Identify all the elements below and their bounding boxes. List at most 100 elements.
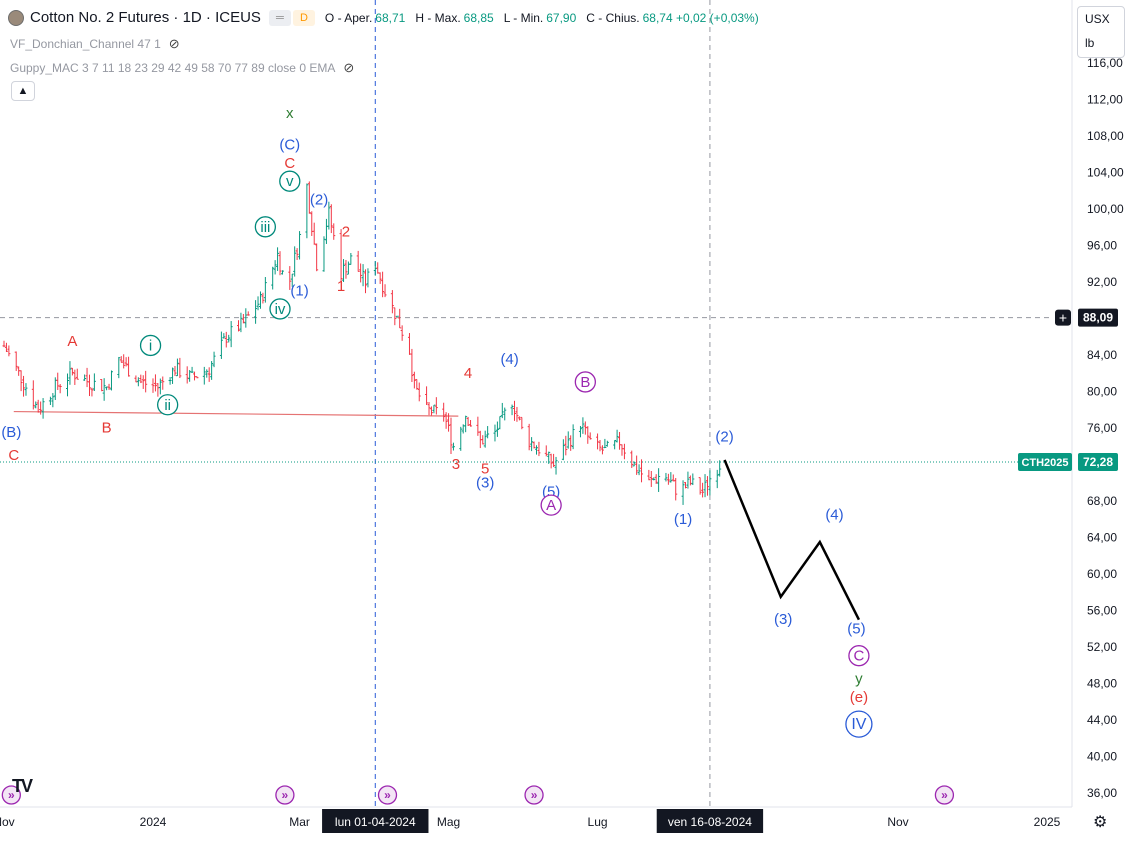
ohlc-bar [315, 243, 319, 272]
units-selector[interactable]: USX lb [1077, 6, 1125, 58]
ohlc-bar [364, 269, 368, 294]
play-forward-icon [377, 785, 398, 805]
ohlc-bar [31, 380, 35, 410]
wave-label: C [8, 447, 19, 464]
play-forward-glyph: » [531, 788, 538, 802]
ohlc-bar [107, 383, 111, 390]
ohlc-bar [434, 397, 438, 415]
wave-label: 2 [342, 223, 350, 240]
ohlc-bar [68, 361, 72, 385]
eye-off-icon[interactable]: ⊘ [343, 60, 355, 75]
wave-label: (5) [847, 620, 865, 637]
ohlc-bar [683, 482, 687, 489]
ohlc-bar [586, 426, 590, 444]
ohlc-bar [410, 348, 414, 382]
wave-label-circle [540, 494, 562, 516]
ohlc-bar [681, 480, 685, 505]
ohlc-bar [686, 471, 690, 489]
ohlc-bar [495, 421, 499, 437]
ohlc-bar [698, 477, 702, 495]
ohlc-bar [613, 439, 617, 450]
wave-label: (2) [310, 191, 328, 208]
ohlc-bar [2, 340, 6, 348]
lines-flag-icon[interactable]: ═ [268, 9, 291, 26]
ohlc-open-key: O - Aper. [324, 10, 373, 25]
ohlc-bar [605, 440, 609, 447]
ohlc-bar [600, 445, 604, 455]
ohlc-bar [393, 307, 397, 326]
ohlc-bar [513, 400, 517, 421]
wave-label: B [580, 374, 590, 391]
wave-label: (1) [290, 283, 308, 300]
ohlc-bar [674, 478, 678, 501]
unit-label[interactable]: lb [1085, 36, 1095, 50]
ohlc-bar [90, 387, 94, 397]
ohlc-bar [630, 450, 634, 468]
x-tick-label: Mag [437, 815, 460, 829]
play-forward-icon [934, 785, 955, 805]
wave-label: (4) [500, 351, 518, 368]
ohlc-bar [342, 259, 346, 282]
ohlc-bar [254, 300, 258, 324]
ohlc-bar [14, 351, 18, 371]
cotton-symbol-icon[interactable] [8, 9, 24, 26]
ohlc-bar [227, 334, 231, 343]
gear-icon[interactable]: ⚙ [1093, 814, 1108, 831]
chevron-up-icon[interactable]: ▲ [11, 81, 35, 101]
currency-label[interactable]: USX [1085, 12, 1110, 26]
ohlc-low-key: L - Min. [503, 10, 544, 25]
eye-off-icon[interactable]: ⊘ [168, 36, 180, 51]
y-tick-label: 40,00 [1087, 750, 1117, 764]
ohlc-bar [4, 342, 8, 352]
ohlc-bar [530, 437, 534, 452]
crosshair-price-badge: 88,09 [1083, 311, 1113, 325]
ohlc-bar [417, 382, 421, 402]
wave-label: iv [275, 301, 286, 318]
ohlc-bar [378, 272, 382, 284]
symbol-title[interactable]: Cotton No. 2 Futures · 1D · ICEUS [30, 9, 261, 26]
ohlc-bar [400, 325, 404, 341]
ohlc-bar [271, 266, 275, 290]
ohlc-bar [383, 284, 387, 298]
indicator-guppy[interactable]: Guppy_MAC 3 7 11 18 23 29 42 49 58 70 77… [10, 60, 354, 76]
ohlc-open-value: 68,71 [375, 10, 406, 25]
ohlc-bar [276, 247, 280, 271]
ohlc-bar [632, 461, 636, 467]
play-forward-glyph: » [384, 788, 391, 802]
ohlc-bar [469, 419, 473, 427]
ohlc-bar [136, 377, 140, 387]
ohlc-bar [671, 474, 675, 482]
wave-label: C [284, 155, 295, 172]
wave-label: B [102, 420, 112, 437]
ohlc-bar [547, 451, 551, 464]
ohlc-bar [415, 378, 419, 390]
ohlc-bar [127, 356, 131, 377]
ohlc-bar [500, 402, 504, 419]
wave-label-circle [269, 298, 291, 320]
ohlc-bar [175, 358, 179, 377]
ohlc-bar [144, 370, 148, 393]
ohlc-bar [212, 351, 216, 368]
ohlc-bar [718, 460, 722, 477]
ohlc-bar [24, 383, 28, 396]
indicator-donchian[interactable]: VF_Donchian_Channel 47 1 ⊘ [10, 36, 180, 52]
ohlc-bar [73, 369, 77, 385]
ohlc-bar [647, 469, 651, 481]
y-tick-label: 56,00 [1087, 604, 1117, 618]
ohlc-bar [615, 429, 619, 443]
ohlc-bar [715, 469, 719, 489]
wave-label: IV [851, 716, 866, 733]
ohlc-bar [229, 321, 233, 348]
ohlc-bar [569, 435, 573, 451]
delayed-flag[interactable]: D [292, 9, 315, 26]
ohlc-bar [83, 374, 87, 381]
ohlc-bar [398, 308, 402, 329]
ohlc-bar [246, 311, 250, 316]
wave-label-circle [848, 645, 870, 667]
tradingview-logo-icon[interactable]: TV [12, 776, 33, 796]
ohlc-bar [329, 204, 333, 234]
ohlc-bar [202, 366, 206, 385]
wave-label: y [855, 671, 863, 688]
